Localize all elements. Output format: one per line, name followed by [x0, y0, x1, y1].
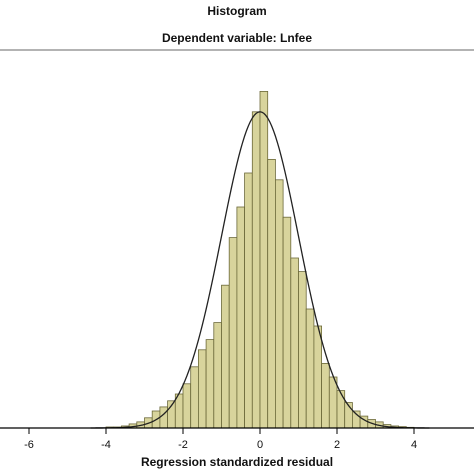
histogram-bar	[305, 308, 315, 429]
histogram-bar	[159, 406, 168, 429]
histogram-bar	[282, 216, 292, 429]
chart-title: Histogram	[207, 4, 267, 18]
x-tick-label: 2	[334, 439, 340, 451]
x-tick-label: -2	[178, 439, 188, 451]
histogram-bar	[236, 206, 245, 429]
histogram-bar	[336, 390, 346, 429]
histogram-bar	[274, 179, 284, 429]
histogram-bar	[259, 91, 269, 429]
x-tick-label: -4	[101, 439, 111, 451]
x-tick-label: 0	[257, 439, 263, 451]
x-tick-label: 4	[411, 439, 417, 451]
histogram-bar	[213, 322, 222, 429]
histogram-bar	[205, 339, 215, 429]
histogram-bar	[328, 376, 338, 429]
histogram-bar	[244, 172, 253, 429]
histogram-bar	[182, 383, 192, 429]
histogram-bar	[190, 366, 199, 429]
x-axis-label: Regression standardized residual	[140, 455, 334, 469]
chart-subtitle: Dependent variable: Lnfee	[161, 31, 313, 45]
histogram-bar	[251, 111, 261, 429]
histogram-bar	[221, 284, 230, 429]
histogram-bar	[197, 349, 207, 429]
normal-curve	[90, 111, 430, 429]
histogram-bar	[313, 325, 322, 429]
histogram-bar	[228, 237, 238, 429]
histogram-bar	[290, 257, 299, 429]
x-tick-label: -6	[24, 439, 34, 451]
histogram-bar	[298, 271, 307, 429]
histogram-bar	[267, 158, 276, 429]
histogram-bar	[321, 362, 330, 429]
